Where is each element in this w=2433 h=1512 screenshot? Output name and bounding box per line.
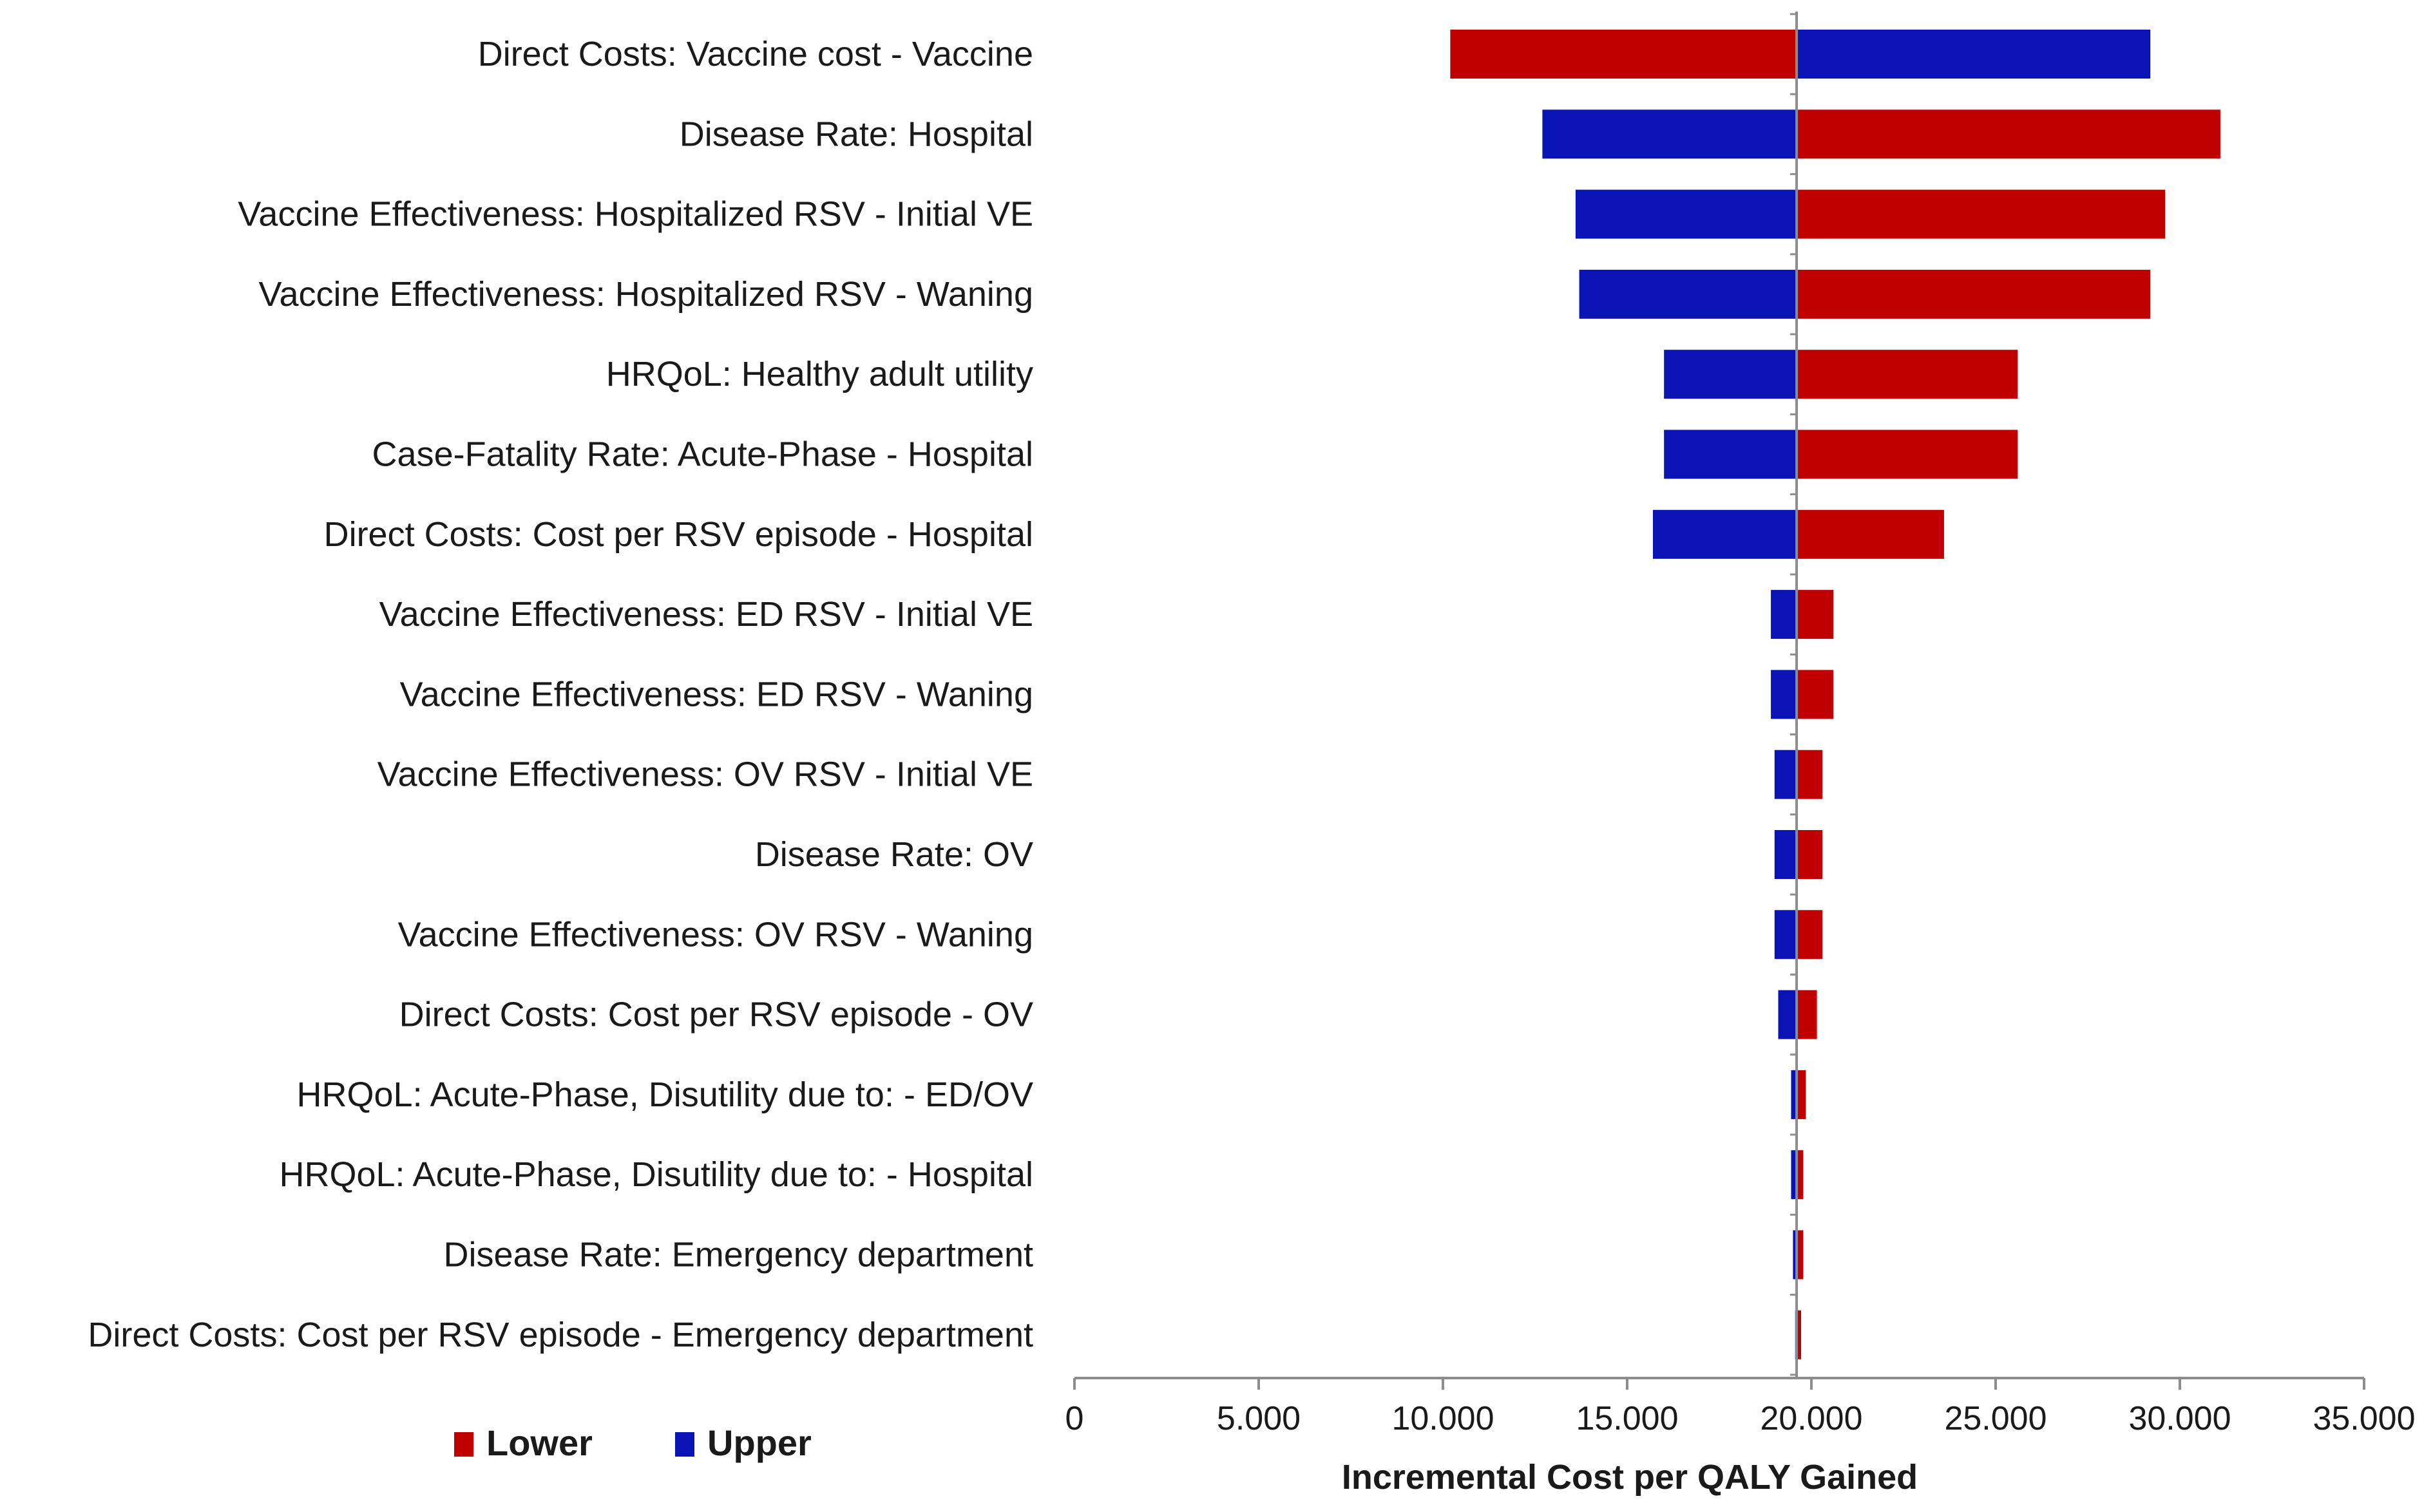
category-label-5: Case-Fatality Rate: Acute-Phase - Hospit… [372, 435, 1033, 474]
bar-upper-15 [1793, 1230, 1797, 1280]
bar-upper-11 [1774, 910, 1797, 959]
category-label-16: Direct Costs: Cost per RSV episode - Eme… [88, 1316, 1033, 1354]
bar-upper-4 [1664, 350, 1797, 399]
x-tick-label-7: 35.000 [2313, 1400, 2415, 1437]
x-tick-label-5: 25.000 [1944, 1400, 2047, 1437]
bar-lower-2 [1797, 189, 2166, 239]
category-label-6: Direct Costs: Cost per RSV episode - Hos… [324, 515, 1033, 554]
category-label-9: Vaccine Effectiveness: OV RSV - Initial … [377, 755, 1033, 794]
bar-lower-4 [1797, 350, 2018, 399]
bar-upper-3 [1579, 269, 1797, 319]
category-label-11: Vaccine Effectiveness: OV RSV - Waning [398, 915, 1033, 954]
bar-lower-14 [1797, 1150, 1804, 1200]
bar-lower-6 [1797, 509, 1944, 559]
x-tick-label-3: 15.000 [1576, 1400, 1678, 1437]
category-label-13: HRQoL: Acute-Phase, Disutility due to: -… [297, 1075, 1033, 1114]
legend-swatch-lower [454, 1432, 473, 1457]
bar-upper-6 [1653, 509, 1797, 559]
bar-lower-9 [1797, 750, 1823, 799]
bar-lower-16 [1797, 1310, 1801, 1359]
x-tick-label-1: 5.000 [1217, 1400, 1301, 1437]
category-label-7: Vaccine Effectiveness: ED RSV - Initial … [379, 595, 1033, 634]
category-labels: Direct Costs: Vaccine cost - Vaccine Dise… [88, 35, 1033, 1354]
bar-upper-10 [1774, 830, 1797, 879]
bar-lower-0 [1450, 30, 1797, 79]
bar-lower-5 [1797, 430, 2018, 479]
bars-layer [1450, 12, 2220, 1378]
bar-lower-3 [1797, 269, 2151, 319]
bar-upper-0 [1797, 30, 2151, 79]
bar-upper-12 [1778, 990, 1797, 1039]
bar-lower-13 [1797, 1070, 1806, 1119]
x-axis: 0 5.000 10.000 15.000 20.000 25.000 30.000 35.0… [1065, 1377, 2416, 1437]
category-label-4: HRQoL: Healthy adult utility [606, 355, 1033, 393]
bar-lower-8 [1797, 670, 1834, 719]
bar-lower-12 [1797, 990, 1817, 1039]
bar-upper-9 [1774, 750, 1797, 799]
category-label-3: Vaccine Effectiveness: Hospitalized RSV … [258, 275, 1033, 314]
bar-upper-2 [1575, 189, 1797, 239]
category-label-10: Disease Rate: OV [755, 835, 1033, 874]
category-label-0: Direct Costs: Vaccine cost - Vaccine [478, 35, 1033, 73]
bar-lower-11 [1797, 910, 1823, 959]
bar-upper-13 [1791, 1070, 1797, 1119]
category-label-8: Vaccine Effectiveness: ED RSV - Waning [400, 675, 1033, 713]
bar-upper-8 [1771, 670, 1797, 719]
bar-lower-10 [1797, 830, 1823, 879]
x-tick-label-4: 20.000 [1760, 1400, 1862, 1437]
bar-upper-7 [1771, 590, 1797, 639]
bar-lower-15 [1797, 1230, 1804, 1280]
legend-label-lower: Lower [486, 1422, 593, 1463]
bar-upper-1 [1542, 109, 1797, 159]
x-tick-label-6: 30.000 [2128, 1400, 2231, 1437]
category-label-14: HRQoL: Acute-Phase, Disutility due to: -… [279, 1155, 1033, 1194]
x-tick-label-2: 10.000 [1391, 1400, 1494, 1437]
bar-upper-14 [1791, 1150, 1797, 1200]
category-label-12: Direct Costs: Cost per RSV episode - OV [399, 996, 1033, 1034]
category-label-2: Vaccine Effectiveness: Hospitalized RSV … [238, 195, 1033, 234]
category-label-1: Disease Rate: Hospital [680, 115, 1033, 153]
category-label-15: Disease Rate: Emergency department [444, 1236, 1033, 1274]
bar-lower-7 [1797, 590, 1834, 639]
legend-swatch-upper [675, 1432, 694, 1457]
bar-upper-5 [1664, 430, 1797, 479]
x-tick-label-0: 0 [1065, 1400, 1084, 1437]
legend: Lower Upper [454, 1422, 812, 1463]
bar-lower-1 [1797, 109, 2220, 159]
x-axis-title: Incremental Cost per QALY Gained [1342, 1458, 1918, 1497]
legend-label-upper: Upper [707, 1422, 812, 1463]
